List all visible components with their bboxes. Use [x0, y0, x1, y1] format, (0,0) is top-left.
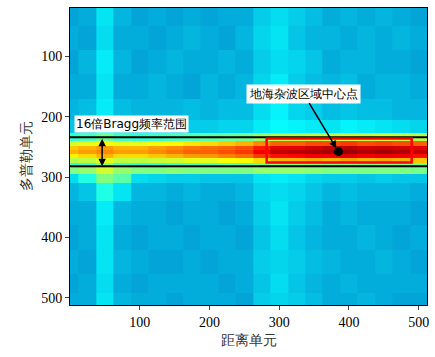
svg-text:200: 200 — [41, 110, 62, 125]
svg-text:距离单元: 距离单元 — [221, 332, 277, 348]
svg-text:400: 400 — [41, 230, 62, 245]
svg-text:多普勒单元: 多普勒单元 — [18, 122, 34, 192]
svg-text:300: 300 — [41, 170, 62, 185]
svg-text:400: 400 — [338, 315, 359, 330]
svg-text:100: 100 — [129, 315, 150, 330]
svg-text:地海杂波区域中心点: 地海杂波区域中心点 — [249, 87, 358, 101]
svg-text:500: 500 — [408, 315, 429, 330]
svg-text:500: 500 — [41, 291, 62, 306]
svg-text:100: 100 — [41, 49, 62, 64]
svg-text:200: 200 — [199, 315, 220, 330]
svg-text:300: 300 — [269, 315, 290, 330]
svg-text:16倍Bragg频率范围: 16倍Bragg频率范围 — [76, 117, 187, 131]
